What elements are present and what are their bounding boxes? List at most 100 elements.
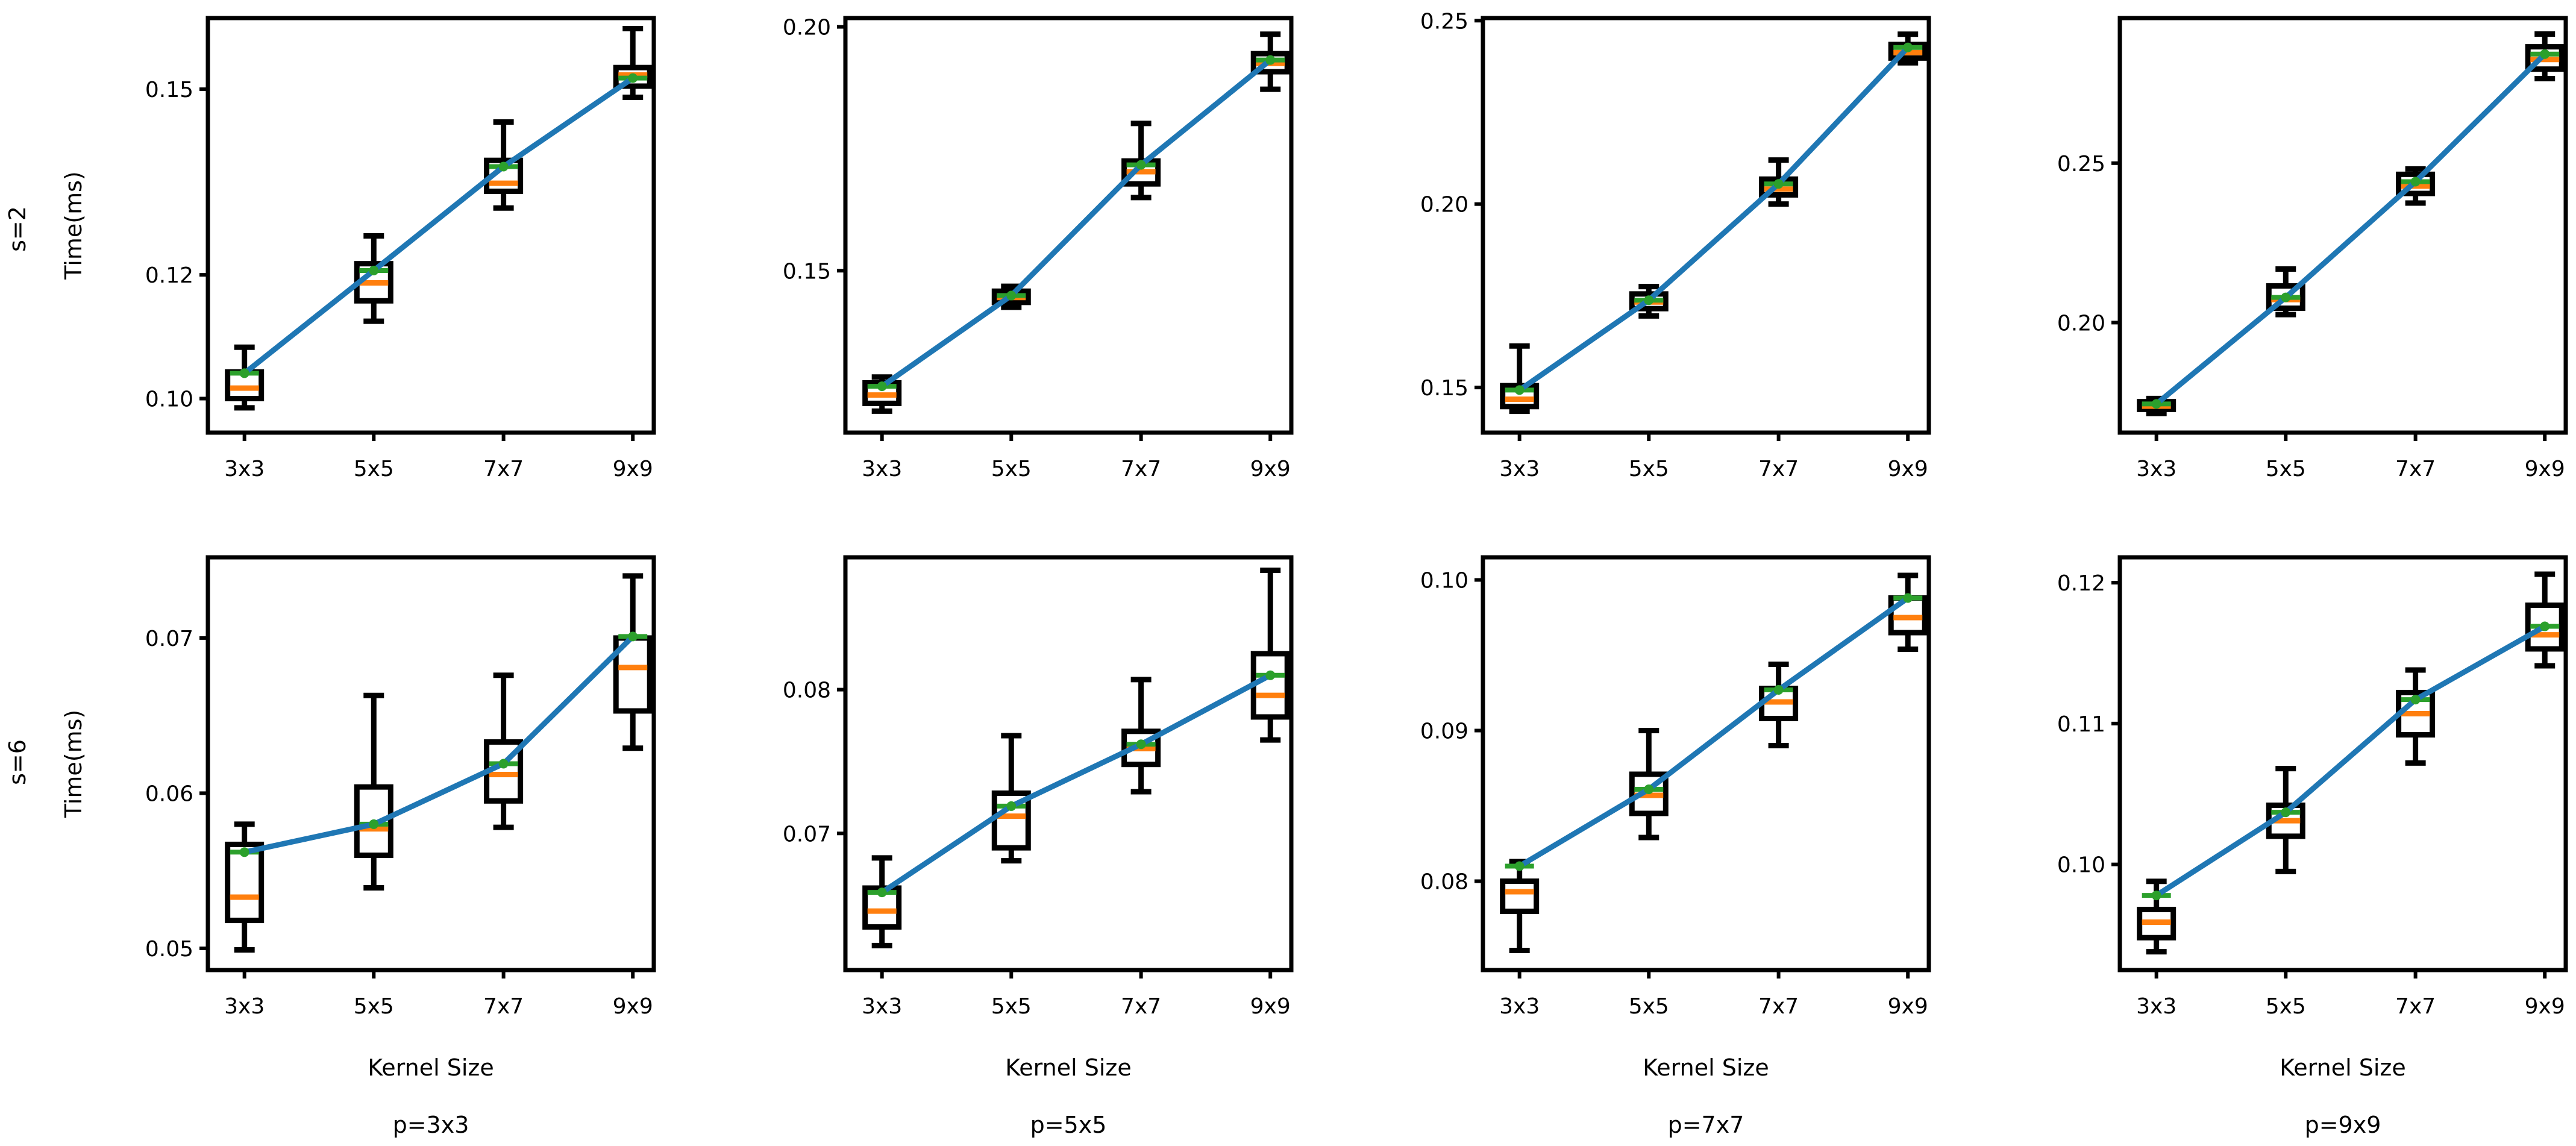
panel-r1-c3-mean-dot-0 bbox=[2151, 891, 2161, 901]
panel-r1-c2-xtick-label-1: 5x5 bbox=[1629, 994, 1669, 1019]
panel-r0-c0-ytick-label-0: 0.10 bbox=[145, 387, 193, 412]
panel-r1-c3-ytick-label-0: 0.10 bbox=[2057, 853, 2105, 878]
panel-r0-c1-mean-dot-3 bbox=[1265, 55, 1276, 65]
panel-r1-c2-ytick-label-1: 0.09 bbox=[1420, 719, 1468, 744]
panel-r0-c3-xtick-label-0: 3x3 bbox=[2136, 457, 2176, 481]
panel-r1-c0-xtick-label-3: 9x9 bbox=[613, 994, 653, 1019]
panel-r0-c3-mean-dot-1 bbox=[2281, 292, 2291, 302]
panel-r0-c2-frame bbox=[1481, 16, 1931, 435]
panel-r0-c3-ytick-label-0: 0.20 bbox=[2057, 311, 2105, 336]
column-label-3: p=9x9 bbox=[2305, 1112, 2381, 1138]
panel-r0-c2-mean-dot-3 bbox=[1903, 42, 1913, 52]
panel-r0-c0-box-2-body bbox=[484, 157, 524, 195]
panel-r1-c1-xtick-label-0: 3x3 bbox=[862, 994, 902, 1019]
panel-r1-c0-mean-dot-2 bbox=[498, 759, 509, 769]
panel-r1-c1: 0.07 0.08 3x3 5x5 7x7 9x9 Kernel Size p=5x5 bbox=[783, 555, 1294, 1138]
panel-r0-c2-mean-dot-2 bbox=[1773, 179, 1784, 189]
panel-r1-c3-mean-dot-3 bbox=[2540, 621, 2550, 631]
panel-r0-c3-mean-dot-3 bbox=[2540, 49, 2550, 59]
panel-r0-c1-xtick-label-2: 7x7 bbox=[1121, 457, 1161, 481]
panel-r1-c3-box-0-body bbox=[2137, 906, 2176, 941]
panel-r0-c0-ytick-label-1: 0.12 bbox=[145, 263, 193, 288]
panel-r1-c3-mean-dot-1 bbox=[2281, 807, 2291, 818]
panel-r1-c1-mean-line bbox=[879, 672, 1273, 895]
panel-r1-c3-xtick-label-3: 9x9 bbox=[2525, 994, 2565, 1019]
panel-r1-c1-mean-dot-1 bbox=[1006, 801, 1017, 811]
panel-r0-c2-xtick-label-2: 7x7 bbox=[1758, 457, 1799, 481]
panel-r1-c3-xlabel: Kernel Size bbox=[2280, 1054, 2405, 1081]
panel-r1-c2-mean-dot-1 bbox=[1644, 784, 1654, 794]
panel-r0-c1-mean-dot-2 bbox=[1136, 160, 1146, 170]
panel-r0-c0-mean-line bbox=[242, 75, 636, 376]
panel-r0-c1-box-3-body bbox=[1250, 51, 1290, 75]
panel-r0-c1-xtick-label-1: 5x5 bbox=[991, 457, 1032, 481]
panel-r1-c2: 0.08 0.09 0.10 3x3 5x5 7x7 9x9 Kernel Size p=7x7 bbox=[1420, 555, 1931, 1138]
panel-r0-c3-xtick-label-2: 7x7 bbox=[2395, 457, 2436, 481]
panel-r1-c0: 0.05 0.06 0.07 3x3 5x5 7x7 9x9 Time(ms) Kernel S… bbox=[60, 555, 656, 1138]
panel-r1-c2-mean-dot-2 bbox=[1773, 685, 1784, 695]
panel-r1-c2-xlabel: Kernel Size bbox=[1643, 1054, 1769, 1081]
panel-r1-c0-mean-dot-0 bbox=[239, 847, 249, 857]
panel-r0-c0-xtick-label-0: 3x3 bbox=[224, 457, 265, 481]
panel-r0-c1-ytick-label-1: 0.20 bbox=[783, 16, 831, 40]
panel-r1-c2-ytick-label-2: 0.10 bbox=[1420, 569, 1468, 593]
panel-r1-c0-xlabel: Kernel Size bbox=[368, 1054, 494, 1081]
panel-r0-c0-xtick-label-3: 9x9 bbox=[613, 457, 653, 481]
panel-r1-c2-mean-dot-3 bbox=[1903, 593, 1913, 603]
panel-r1-c1-box-2-body bbox=[1121, 728, 1161, 768]
panel-r1-c1-xtick-label-1: 5x5 bbox=[991, 994, 1032, 1019]
panel-r1-c0-ytick-label-1: 0.06 bbox=[145, 781, 193, 806]
panel-r1-c2-mean-dot-0 bbox=[1514, 861, 1525, 871]
panel-r0-c2-box-1-body bbox=[1629, 291, 1669, 312]
panel-r1-c1-xtick-label-3: 9x9 bbox=[1250, 994, 1291, 1019]
panels-group: 0.10 0.12 0.15 3x3 5x5 7x7 9x9 Time(ms) 0.15 0.20… bbox=[60, 9, 2568, 1138]
panel-r1-c2-xtick-label-2: 7x7 bbox=[1758, 994, 1799, 1019]
panel-r1-c3-ytick-label-2: 0.12 bbox=[2057, 571, 2105, 596]
panel-r0-c2-ytick-label-1: 0.20 bbox=[1420, 193, 1468, 218]
panel-r0-c0: 0.10 0.12 0.15 3x3 5x5 7x7 9x9 Time(ms) bbox=[60, 16, 656, 481]
panel-r0-c0-xtick-label-1: 5x5 bbox=[354, 457, 394, 481]
panel-r1-c0-mean-dot-1 bbox=[369, 819, 379, 829]
panel-r0-c1: 0.15 0.20 3x3 5x5 7x7 9x9 bbox=[783, 16, 1294, 481]
panel-r1-c3: 0.10 0.11 0.12 3x3 5x5 7x7 9x9 Kernel Size p=9x9 bbox=[2057, 555, 2568, 1138]
panel-r1-c3-mean-dot-2 bbox=[2410, 695, 2421, 705]
panel-r0-c3-xtick-label-3: 9x9 bbox=[2525, 457, 2565, 481]
panel-r0-c3-frame bbox=[2117, 16, 2568, 435]
panel-r1-c3-xtick-label-1: 5x5 bbox=[2266, 994, 2306, 1019]
panel-r0-c2-ytick-label-0: 0.15 bbox=[1420, 376, 1468, 401]
panel-r0-c1-frame bbox=[843, 16, 1294, 435]
panel-r0-c0-mean-dot-1 bbox=[369, 265, 379, 275]
panel-r0-c2-ytick-label-2: 0.25 bbox=[1420, 9, 1468, 34]
panel-r0-c3-mean-dot-2 bbox=[2410, 177, 2421, 187]
panel-r0-c2-xtick-label-1: 5x5 bbox=[1629, 457, 1669, 481]
panel-r1-c2-xtick-label-0: 3x3 bbox=[1499, 994, 1540, 1019]
panel-r1-c1-mean-dot-2 bbox=[1136, 739, 1146, 750]
panel-r1-c0-box-1-body bbox=[354, 784, 393, 858]
panel-r1-c1-ytick-label-1: 0.08 bbox=[783, 678, 831, 703]
panel-r1-c3-ytick-label-1: 0.11 bbox=[2057, 712, 2105, 737]
panel-r1-c2-box-0-body bbox=[1500, 878, 1540, 914]
panel-r0-c1-xtick-label-3: 9x9 bbox=[1250, 457, 1291, 481]
column-label-1: p=5x5 bbox=[1030, 1112, 1107, 1138]
panel-r0-c1-mean-dot-1 bbox=[1006, 290, 1017, 301]
panel-r1-c0-xtick-label-1: 5x5 bbox=[354, 994, 394, 1019]
panel-r1-c0-ylabel: Time(ms) bbox=[60, 710, 87, 818]
column-label-2: p=7x7 bbox=[1668, 1112, 1744, 1138]
panel-r1-c1-xlabel: Kernel Size bbox=[1005, 1054, 1131, 1081]
panel-r0-c1-mean-line bbox=[879, 57, 1273, 389]
panel-r1-c1-box-3-body bbox=[1250, 651, 1290, 720]
panel-r1-c0-xtick-label-0: 3x3 bbox=[224, 994, 265, 1019]
row-label-s6: s=6 bbox=[4, 739, 31, 785]
panel-r1-c1-xtick-label-2: 7x7 bbox=[1121, 994, 1161, 1019]
panel-r0-c2-mean-line bbox=[1517, 45, 1911, 393]
panel-r0-c0-ytick-label-2: 0.15 bbox=[145, 78, 193, 102]
panel-r1-c2-xtick-label-3: 9x9 bbox=[1888, 994, 1928, 1019]
panel-r0-c0-mean-dot-2 bbox=[498, 161, 509, 172]
panel-r0-c1-mean-dot-0 bbox=[877, 381, 887, 392]
panel-r0-c3-xtick-label-1: 5x5 bbox=[2266, 457, 2306, 481]
panel-r1-c0-box-0-body bbox=[225, 841, 265, 924]
panel-r1-c2-frame bbox=[1481, 555, 1931, 972]
panel-r0-c3-box-2-body bbox=[2396, 171, 2436, 196]
panel-r0-c1-xtick-label-0: 3x3 bbox=[862, 457, 902, 481]
